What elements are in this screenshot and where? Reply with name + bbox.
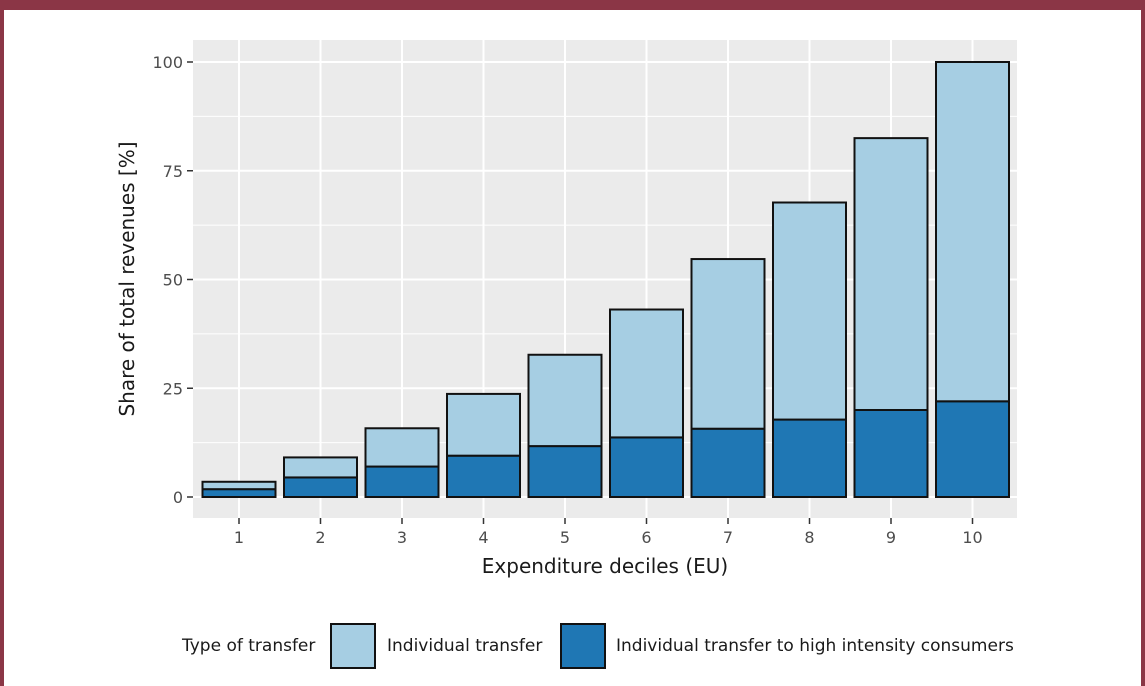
x-tick-label: 6 [641, 528, 651, 547]
bar-individual-decile-9 [853, 137, 929, 411]
x-tick-label: 7 [723, 528, 733, 547]
bar-high-intensity-decile-3 [364, 465, 440, 498]
y-tick-label: 25 [163, 379, 183, 398]
bar-individual-decile-1 [201, 480, 277, 491]
bar-high-intensity-decile-5 [527, 445, 603, 499]
bar-individual-decile-8 [772, 201, 847, 421]
x-axis: 1 2 3 4 5 6 7 8 9 10 [234, 518, 983, 547]
y-tick-label: 0 [173, 488, 183, 507]
bar-high-intensity-decile-7 [690, 427, 766, 498]
bar-high-intensity-decile-9 [853, 409, 929, 498]
x-tick-label: 8 [804, 528, 814, 547]
y-axis-title: Share of total revenues [%] [115, 141, 139, 416]
bar-high-intensity-decile-8 [772, 418, 847, 499]
bar-individual-decile-7 [690, 258, 766, 430]
x-tick-label: 4 [478, 528, 488, 547]
legend-title: Type of transfer [181, 636, 315, 656]
x-tick-label: 1 [234, 528, 244, 547]
x-tick-label: 5 [560, 528, 570, 547]
legend-label-individual-transfer: Individual transfer [387, 636, 542, 656]
legend: Type of transfer Individual transfer Ind… [181, 623, 1014, 669]
legend-key-individual-transfer [330, 623, 376, 669]
bar-individual-decile-3 [364, 427, 440, 468]
bar-high-intensity-decile-10 [935, 400, 1010, 498]
x-tick-label: 2 [315, 528, 325, 547]
legend-key-high-intensity [560, 623, 606, 669]
x-axis-title: Expenditure deciles (EU) [482, 554, 728, 578]
bar-individual-decile-4 [446, 392, 521, 457]
y-axis: 0 25 50 75 100 [152, 53, 193, 507]
bars [201, 61, 1010, 499]
bar-high-intensity-decile-1 [201, 488, 277, 499]
bar-high-intensity-decile-2 [283, 476, 358, 498]
bar-individual-decile-2 [283, 456, 358, 479]
y-tick-label: 75 [163, 162, 183, 181]
x-tick-label: 10 [962, 528, 982, 547]
bar-high-intensity-decile-4 [446, 454, 521, 498]
y-tick-label: 100 [152, 53, 183, 72]
x-tick-label: 3 [397, 528, 407, 547]
bar-individual-decile-10 [935, 61, 1010, 403]
bar-high-intensity-decile-6 [609, 436, 684, 498]
bar-individual-decile-6 [609, 308, 684, 439]
x-tick-label: 9 [886, 528, 896, 547]
y-tick-label: 50 [163, 271, 183, 290]
bar-individual-decile-5 [527, 353, 603, 448]
legend-label-high-intensity: Individual transfer to high intensity co… [616, 636, 1014, 656]
